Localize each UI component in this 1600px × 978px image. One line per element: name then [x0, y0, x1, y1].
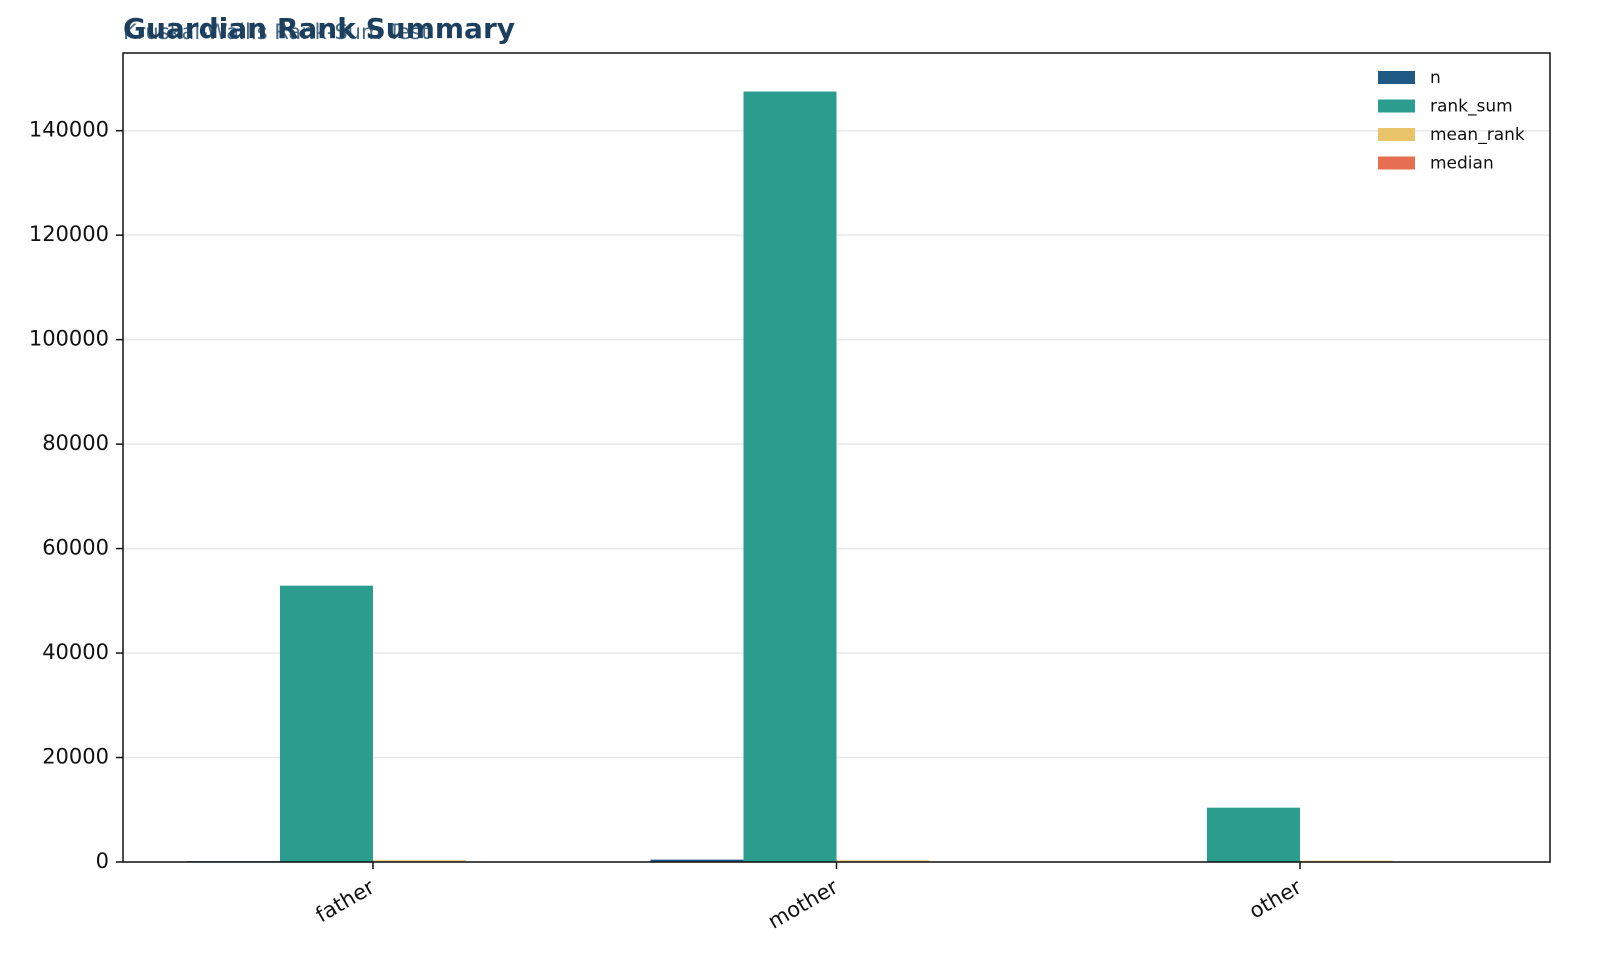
legend-label: mean_rank [1430, 125, 1525, 145]
bar [743, 91, 837, 863]
y-tick-label: 0 [96, 849, 109, 873]
y-tick-label: 80000 [42, 431, 109, 455]
x-tick-label: mother [764, 875, 842, 934]
y-tick-label: 20000 [42, 745, 109, 769]
y-tick-label: 120000 [29, 222, 109, 246]
plot-frame [122, 52, 1551, 863]
bar [373, 860, 466, 862]
y-tick-label: 140000 [29, 118, 109, 142]
legend-swatch [1378, 99, 1415, 113]
legend-label: n [1430, 68, 1441, 88]
bar [836, 860, 930, 862]
x-tick-label: father [312, 875, 379, 928]
bar [650, 859, 744, 862]
legend-swatch [1378, 156, 1415, 170]
chart-title: Guardian Rank Summary [123, 12, 515, 45]
y-tick-label: 40000 [42, 640, 109, 664]
bar [1207, 807, 1300, 862]
x-tick-label: other [1245, 875, 1306, 924]
y-tick-label: 60000 [42, 536, 109, 560]
legend-label: median [1430, 154, 1494, 174]
chart-subtitle: Kruskal-Wallis Rank-Sum Test [123, 20, 429, 44]
legend-label: rank_sum [1430, 97, 1513, 117]
y-tick-label: 100000 [29, 327, 109, 351]
legend-swatch [1378, 128, 1415, 141]
legend-swatch [1378, 71, 1415, 84]
bar [280, 585, 373, 862]
